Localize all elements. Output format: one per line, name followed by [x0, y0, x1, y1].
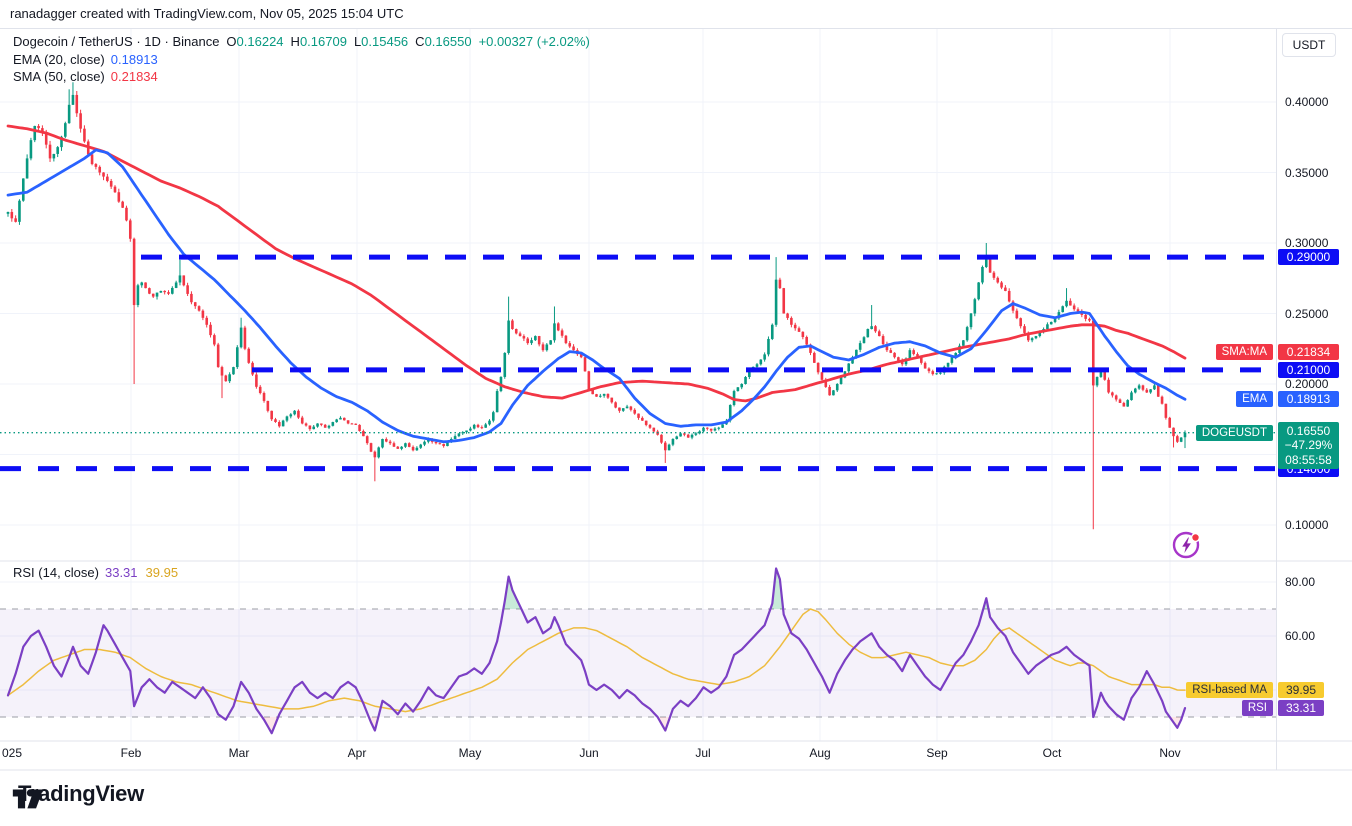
legend-row-ema[interactable]: EMA (20, close) 0.18913 [13, 51, 590, 69]
rsi-ma-tag: RSI-based MA [1186, 682, 1273, 699]
rsi-axis-tick: 80.00 [1285, 575, 1316, 589]
time-axis-month-label[interactable]: Mar [228, 746, 250, 760]
time-axis-month-label[interactable]: Oct [1042, 746, 1062, 760]
tradingview-logo[interactable]: TradingView [10, 781, 144, 809]
ohlc-low-value: 0.15456 [361, 34, 409, 49]
sma-price-label: 0.21834 [1278, 344, 1339, 360]
time-axis-month-label[interactable]: Apr [347, 746, 367, 760]
sma-tag: SMA:MA [1215, 344, 1273, 360]
price-axis-tick: 0.25000 [1285, 306, 1329, 321]
sma-value: 0.21834 [110, 69, 158, 84]
lightning-icon [1172, 531, 1201, 559]
rsi-value: 33.31 [104, 565, 138, 580]
ohlc-low-key: L [353, 34, 362, 49]
rsi-ma-value-label: 39.95 [1278, 682, 1324, 699]
rsi-label[interactable]: RSI (14, close) [13, 565, 99, 580]
time-axis-year-label: 025 [2, 746, 23, 760]
rsi-value-label: 33.31 [1278, 700, 1324, 717]
symbol-legend: Dogecoin / TetherUS · 1D · Binance O0.162… [13, 33, 590, 86]
time-axis-month-label[interactable]: Jun [579, 746, 599, 760]
ohlc-high-key: H [290, 34, 300, 49]
legend-row-symbol[interactable]: Dogecoin / TetherUS · 1D · Binance O0.162… [13, 33, 590, 51]
ema-value: 0.18913 [110, 51, 158, 67]
rsi-axis-tick: 60.00 [1285, 629, 1316, 643]
symbol-price-tag: DOGEUSDT [1195, 424, 1273, 441]
last-price-label: 0.16550 −47.29% 08:55:58 [1278, 421, 1339, 470]
change-value: +0.00327 (+2.02%) [478, 34, 590, 49]
ema-label[interactable]: EMA (20, close) [13, 51, 105, 67]
ohlc-high-value: 0.16709 [299, 34, 347, 49]
quick-flash-button[interactable] [1171, 529, 1203, 561]
price-axis-tick: 0.30000 [1285, 236, 1329, 250]
level-price-label: 0.21000 [1278, 361, 1339, 378]
time-axis-month-label[interactable]: May [458, 746, 482, 760]
price-axis-tick: 0.40000 [1285, 95, 1329, 109]
ohlc-close-value: 0.16550 [424, 34, 472, 49]
rsi-tag: RSI [1241, 700, 1273, 717]
rsi-legend[interactable]: RSI (14, close) 33.31 39.95 [13, 565, 178, 580]
ohlc-open-key: O [226, 34, 237, 49]
price-axis-tick: 0.20000 [1285, 377, 1329, 391]
legend-row-sma[interactable]: SMA (50, close) 0.21834 [13, 68, 590, 86]
time-axis-month-label[interactable]: Aug [809, 746, 831, 760]
time-axis-month-label[interactable]: Feb [120, 746, 142, 760]
symbol-title[interactable]: Dogecoin / TetherUS · 1D · Binance [13, 34, 220, 49]
ema-tag: EMA [1236, 391, 1273, 408]
chart-credit: ranadagger created with TradingView.com,… [10, 6, 404, 21]
sma-label[interactable]: SMA (50, close) [13, 69, 105, 84]
rsi-ma-value: 39.95 [145, 565, 179, 580]
time-axis-month-label[interactable]: Nov [1159, 746, 1181, 760]
ohlc-open-value: 0.16224 [236, 34, 284, 49]
ema-price-label: 0.18913 [1278, 391, 1339, 408]
level-price-label: 0.29000 [1278, 249, 1339, 266]
price-axis-tick: 0.10000 [1285, 518, 1329, 532]
currency-unit-button[interactable]: USDT [1282, 33, 1336, 57]
time-axis-month-label[interactable]: Sep [926, 746, 948, 760]
tradingview-logo-icon [12, 789, 44, 809]
time-axis-month-label[interactable]: Jul [695, 746, 711, 760]
price-axis-tick: 0.35000 [1285, 165, 1329, 180]
ohlc-close-key: C [415, 34, 425, 49]
